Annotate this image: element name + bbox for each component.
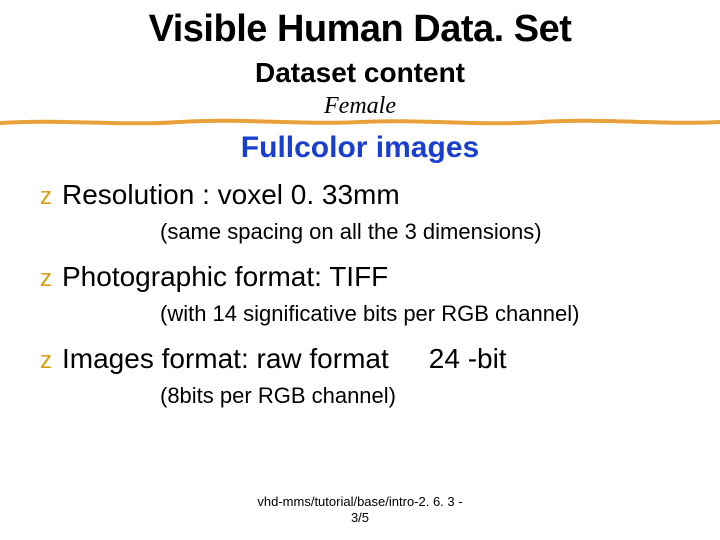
bullet-item: z Images format: raw format 24 -bit: [40, 343, 680, 375]
bullet-text: Images format: raw format: [62, 343, 389, 375]
bullet-list: z Resolution : voxel 0. 33mm (same spaci…: [40, 179, 680, 409]
slide-subtitle: Dataset content: [40, 57, 680, 89]
footer-path: vhd-mms/tutorial/base/intro-2. 6. 3 -: [257, 494, 462, 509]
bullet-marker-icon: z: [40, 185, 62, 209]
underline-path: [0, 121, 720, 124]
bullet-note: (same spacing on all the 3 dimensions): [160, 219, 680, 245]
section-heading: Fullcolor images: [40, 131, 680, 165]
slide-footer: vhd-mms/tutorial/base/intro-2. 6. 3 - 3/…: [0, 494, 720, 527]
bullet-text: Photographic format: TIFF: [62, 261, 388, 293]
bullet-extra: 24 -bit: [429, 343, 507, 375]
bullet-item: z Resolution : voxel 0. 33mm: [40, 179, 680, 211]
bullet-marker-icon: z: [40, 349, 62, 373]
bullet-note: (with 14 significative bits per RGB chan…: [160, 301, 680, 327]
slide-title: Visible Human Data. Set: [40, 8, 680, 51]
footer-page: 3/5: [351, 510, 369, 525]
bullet-text: Resolution : voxel 0. 33mm: [62, 179, 400, 211]
gender-label: Female: [40, 93, 680, 120]
bullet-marker-icon: z: [40, 267, 62, 291]
bullet-note: (8bits per RGB channel): [160, 383, 680, 409]
gender-row: Female: [40, 93, 680, 129]
bullet-item: z Photographic format: TIFF: [40, 261, 680, 293]
